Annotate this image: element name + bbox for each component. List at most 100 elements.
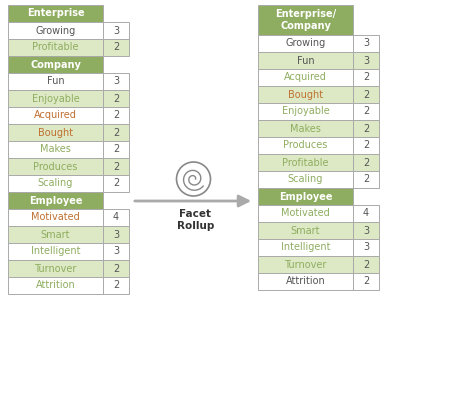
Bar — [8, 209, 103, 226]
Text: Fun: Fun — [46, 77, 64, 87]
Text: Fun: Fun — [297, 55, 314, 65]
Bar — [103, 277, 129, 294]
Bar — [353, 35, 379, 52]
Bar — [8, 5, 103, 22]
Text: Produces: Produces — [283, 140, 328, 150]
Text: Bought: Bought — [38, 128, 73, 138]
Text: Intelligent: Intelligent — [281, 243, 330, 253]
Bar — [353, 256, 379, 273]
Text: 3: 3 — [363, 38, 369, 49]
Bar — [258, 239, 353, 256]
Bar — [258, 69, 353, 86]
Text: Turnover: Turnover — [284, 259, 327, 269]
Bar — [103, 107, 129, 124]
Bar — [8, 90, 103, 107]
Text: Acquired: Acquired — [284, 73, 327, 83]
Text: Employee: Employee — [29, 196, 82, 205]
Text: Employee: Employee — [279, 192, 332, 201]
Bar — [8, 124, 103, 141]
Bar — [353, 205, 379, 222]
Text: Intelligent: Intelligent — [31, 247, 80, 257]
Bar — [353, 273, 379, 290]
Bar — [8, 141, 103, 158]
Text: 3: 3 — [363, 55, 369, 65]
Text: 2: 2 — [113, 128, 119, 138]
Text: 3: 3 — [363, 225, 369, 235]
Text: Profitable: Profitable — [282, 158, 329, 168]
Bar — [258, 171, 353, 188]
Bar — [103, 158, 129, 175]
Text: Bought: Bought — [288, 89, 323, 99]
Bar — [8, 56, 103, 73]
Text: Motivated: Motivated — [281, 209, 330, 219]
Text: 3: 3 — [363, 243, 369, 253]
Text: Growing: Growing — [36, 26, 76, 36]
Text: 2: 2 — [113, 178, 119, 188]
Text: Enjoyable: Enjoyable — [32, 93, 79, 103]
Bar — [353, 137, 379, 154]
Text: Company: Company — [30, 59, 81, 69]
Text: 2: 2 — [113, 281, 119, 290]
Text: Produces: Produces — [33, 162, 78, 172]
Text: 3: 3 — [113, 77, 119, 87]
Bar — [353, 103, 379, 120]
Bar — [103, 243, 129, 260]
Bar — [103, 175, 129, 192]
Bar — [8, 260, 103, 277]
Bar — [103, 39, 129, 56]
Bar — [353, 86, 379, 103]
Bar — [8, 175, 103, 192]
Text: Makes: Makes — [290, 124, 321, 134]
Text: Smart: Smart — [41, 229, 70, 239]
Bar — [258, 103, 353, 120]
Bar — [258, 188, 353, 205]
Bar — [8, 277, 103, 294]
Text: Smart: Smart — [291, 225, 320, 235]
Bar — [103, 141, 129, 158]
Bar — [8, 107, 103, 124]
Text: 2: 2 — [363, 158, 369, 168]
Bar — [103, 260, 129, 277]
Text: 2: 2 — [363, 89, 369, 99]
Text: 2: 2 — [363, 140, 369, 150]
Text: Facet
Rollup: Facet Rollup — [177, 209, 214, 231]
Bar — [258, 35, 353, 52]
Bar — [353, 222, 379, 239]
Text: Enjoyable: Enjoyable — [282, 107, 329, 117]
Bar — [8, 192, 103, 209]
Bar — [258, 137, 353, 154]
Bar — [103, 90, 129, 107]
Text: Turnover: Turnover — [34, 263, 77, 273]
Text: Enterprise/
Company: Enterprise/ Company — [275, 9, 336, 31]
Text: 2: 2 — [113, 144, 119, 154]
Bar — [103, 124, 129, 141]
Bar — [258, 120, 353, 137]
Text: Acquired: Acquired — [34, 111, 77, 120]
Text: 3: 3 — [113, 26, 119, 36]
Text: 4: 4 — [113, 213, 119, 223]
Text: Enterprise: Enterprise — [27, 8, 84, 18]
Bar — [353, 120, 379, 137]
Text: 2: 2 — [363, 73, 369, 83]
Bar — [8, 158, 103, 175]
Text: Growing: Growing — [285, 38, 326, 49]
Bar — [103, 226, 129, 243]
Text: Scaling: Scaling — [288, 174, 323, 184]
Bar — [8, 243, 103, 260]
Bar — [258, 86, 353, 103]
Text: 2: 2 — [113, 263, 119, 273]
Bar — [103, 209, 129, 226]
Circle shape — [176, 162, 210, 196]
Text: Profitable: Profitable — [32, 43, 79, 53]
Bar — [103, 22, 129, 39]
Text: 4: 4 — [363, 209, 369, 219]
Text: 2: 2 — [113, 43, 119, 53]
Bar — [353, 154, 379, 171]
Bar — [258, 52, 353, 69]
Text: 3: 3 — [113, 229, 119, 239]
Bar — [8, 73, 103, 90]
Bar — [258, 222, 353, 239]
Bar — [258, 5, 353, 35]
Text: 2: 2 — [363, 259, 369, 269]
Bar — [353, 239, 379, 256]
